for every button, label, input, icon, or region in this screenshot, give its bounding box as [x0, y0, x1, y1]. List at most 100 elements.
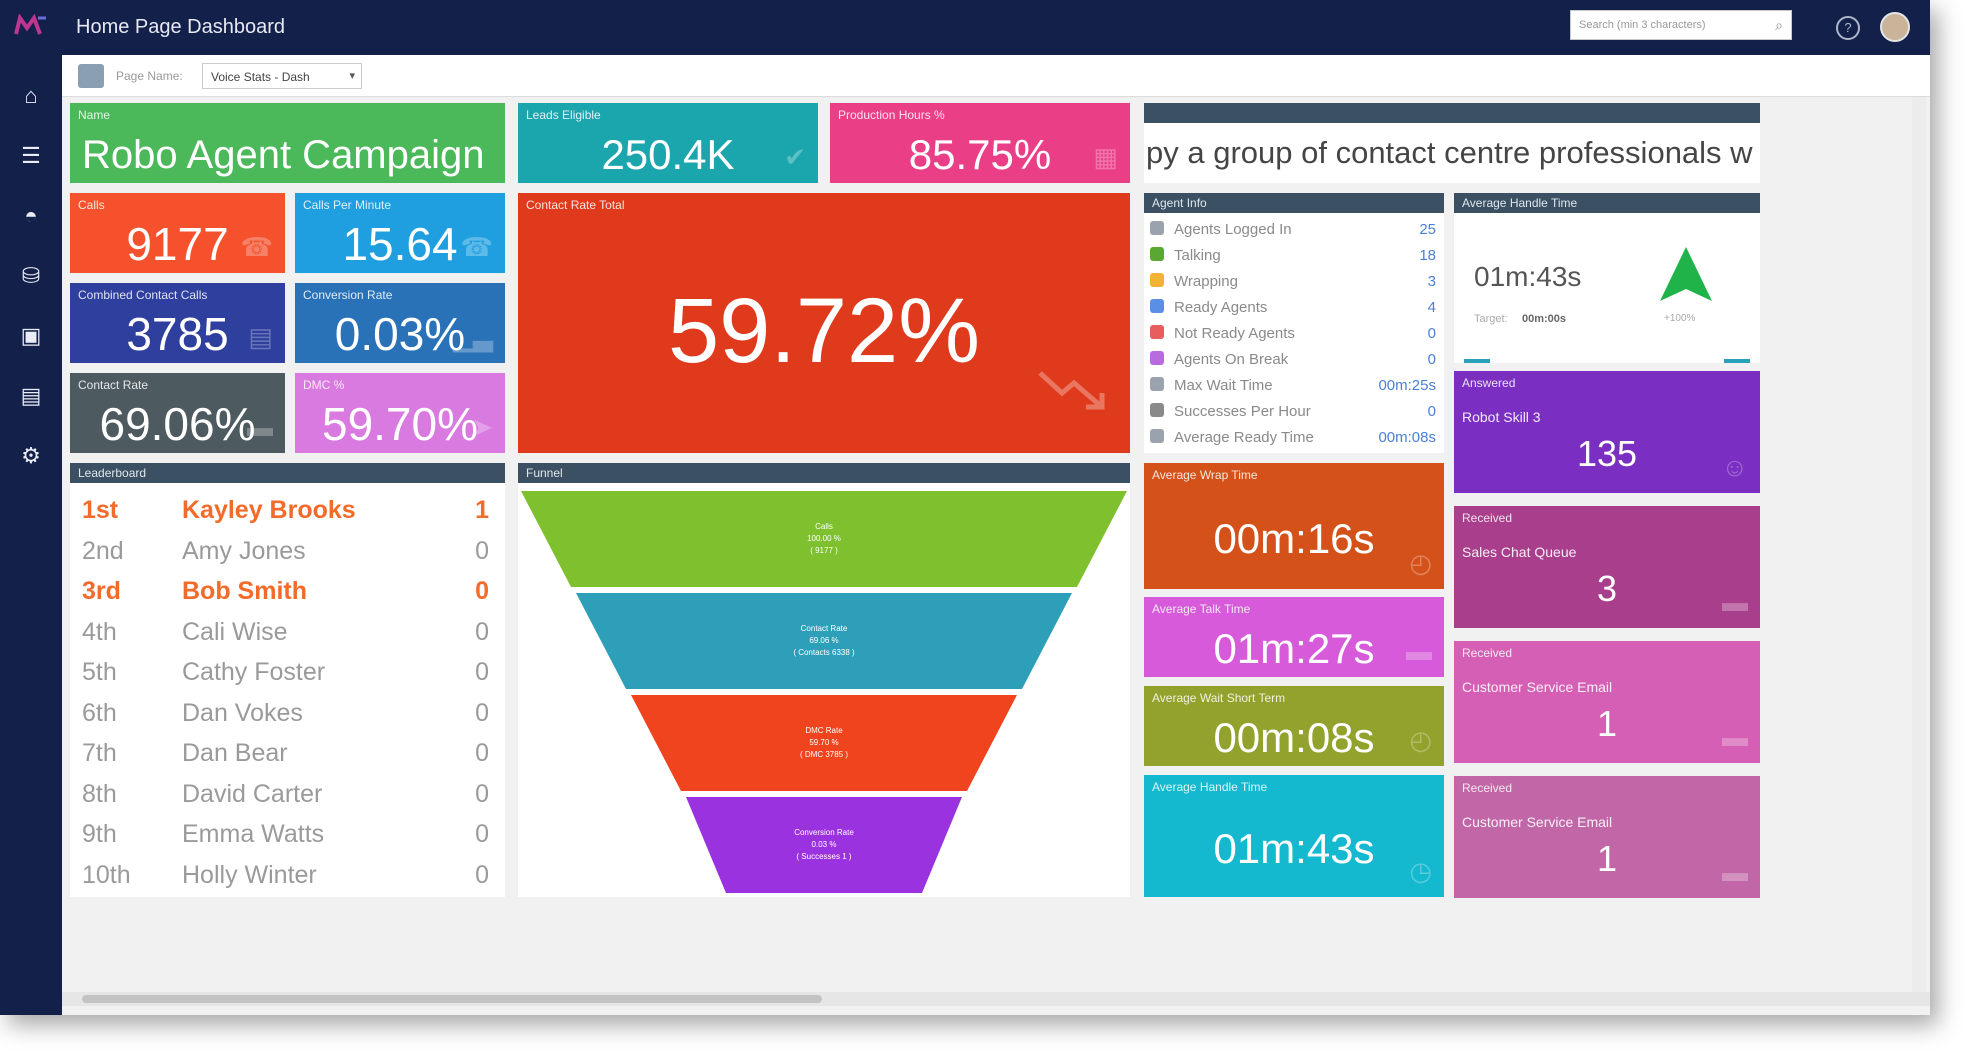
leaderboard-name: Cathy Foster — [182, 658, 326, 686]
queue-value: 3 — [1596, 568, 1618, 609]
trend-down-icon — [1038, 371, 1105, 410]
leaderboard-rank: 2nd — [82, 536, 124, 565]
queue-value: 135 — [1576, 433, 1638, 474]
horizontal-scrollbar[interactable] — [62, 992, 1930, 1006]
conversion-rate-tile[interactable]: Conversion Rate 0.03% ▁▃ — [295, 283, 505, 363]
list-icon[interactable]: ☰ — [21, 143, 41, 168]
chat-icon: ▬ — [1722, 857, 1748, 887]
search-icon[interactable]: ⌕ — [1775, 17, 1783, 33]
leads-eligible-value: 250.4K — [601, 131, 735, 178]
calls-per-minute-tile[interactable]: Calls Per Minute 15.64 ☎ — [295, 193, 505, 273]
leaderboard-row[interactable]: 1st Kayley Brooks 1 — [82, 490, 489, 530]
campaign-name-value: Robo Agent Campaign — [82, 133, 485, 177]
ticker-text: py a group of contact centre professiona… — [1146, 135, 1753, 170]
search-placeholder: Search (min 3 characters) — [1579, 19, 1706, 31]
campaign-name-tile[interactable]: Name Robo Agent Campaign — [70, 103, 505, 183]
contact-card-icon: ▤ — [248, 322, 273, 352]
clock-icon: ◴ — [1409, 548, 1432, 578]
agent-info-row: Max Wait Time 00m:25s — [1150, 373, 1436, 399]
home-icon[interactable]: ⌂ — [24, 83, 38, 108]
aht-gauge-panel[interactable]: Average Handle Time 01m:43s Target: 00m:… — [1454, 193, 1760, 363]
tile-header: Average Talk Time — [1152, 602, 1251, 616]
aht-gauge-value: 01m:43s — [1474, 261, 1582, 292]
agent-info-value: 3 — [1427, 273, 1436, 290]
leaderboard-row[interactable]: 5th Cathy Foster 0 — [82, 652, 489, 692]
agent-status-icon — [1150, 403, 1164, 417]
leaderboard-row[interactable]: 10th Holly Winter 0 — [82, 855, 489, 895]
aht-target-label: Target: — [1474, 313, 1508, 325]
agent-info-row: Average Ready Time 00m:08s — [1150, 425, 1436, 451]
aht-bar-right — [1724, 359, 1750, 363]
production-hours-tile[interactable]: Production Hours % 85.75% ▦ — [830, 103, 1130, 183]
trend-up-arrow-icon — [1660, 247, 1712, 301]
leaderboard-rank: 9th — [82, 820, 117, 848]
queue-tile[interactable]: Received Customer Service Email 1 ▬ — [1454, 776, 1760, 898]
dmc-value: 59.70% — [321, 398, 478, 450]
help-icon[interactable]: ? — [1836, 16, 1860, 40]
sidebar: ⌂ ☰ ◓ ⛁ ▣ ▤ ⚙ — [0, 55, 62, 1015]
queue-name: Customer Service Email — [1462, 679, 1613, 695]
search-input[interactable]: Search (min 3 characters) ⌕ — [1570, 10, 1792, 40]
database-icon[interactable]: ⛁ — [21, 263, 41, 288]
calls-per-minute-value: 15.64 — [342, 218, 458, 270]
dmc-tile[interactable]: DMC % 59.70% ➤ — [295, 373, 505, 453]
leaderboard-row[interactable]: 9th Emma Watts 0 — [82, 814, 489, 854]
chat-icon: ▬ — [247, 412, 273, 442]
funnel-stage-pct: 0.03 % — [812, 840, 837, 849]
leaderboard-rank: 10th — [82, 860, 131, 889]
agent-info-label: Agents On Break — [1174, 351, 1289, 368]
leaderboard-score: 0 — [475, 739, 489, 767]
contacts-icon[interactable]: ▣ — [20, 323, 42, 348]
page-name-select[interactable]: Voice Stats - Dash ▾ — [202, 63, 362, 89]
phone-icon: ☎ — [240, 232, 273, 262]
tile-header: Average Wait Short Term — [1152, 691, 1286, 705]
agent-info-row: Wrapping 3 — [1150, 269, 1436, 295]
leaderboard-row[interactable]: 7th Dan Bear 0 — [82, 733, 489, 773]
funnel-stage[interactable] — [686, 797, 962, 893]
avg-wrap-time-tile[interactable]: Average Wrap Time 00m:16s ◴ — [1144, 463, 1444, 589]
vertical-scrollbar[interactable] — [1912, 97, 1926, 992]
agent-info-value: 18 — [1419, 247, 1436, 264]
brand-logo-icon[interactable] — [14, 14, 48, 36]
chevron-down-icon[interactable]: ▾ — [349, 70, 355, 82]
avg-wait-short-tile[interactable]: Average Wait Short Term 00m:08s ◴ — [1144, 686, 1444, 766]
agent-info-value: 4 — [1427, 299, 1436, 316]
queue-value: 1 — [1596, 838, 1618, 879]
chat-icon: ▬ — [1722, 587, 1748, 617]
tile-header: Calls Per Minute — [303, 198, 392, 212]
contact-rate-tile[interactable]: Contact Rate 69.06% ▬ — [70, 373, 285, 453]
calls-tile[interactable]: Calls 9177 ☎ — [70, 193, 285, 273]
agent-info-label: Talking — [1174, 247, 1221, 264]
user-avatar[interactable] — [1880, 12, 1910, 42]
funnel-stage[interactable] — [521, 491, 1127, 587]
leaderboard-row[interactable]: 8th David Carter 0 — [82, 774, 489, 814]
leaderboard-row[interactable]: 2nd Amy Jones 0 — [82, 531, 489, 571]
leaderboard-name: Emma Watts — [182, 820, 325, 848]
funnel-panel: Funnel Calls 100.00 % ( 9177 ) Contact Rate… — [518, 463, 1130, 897]
avg-talk-time-tile[interactable]: Average Talk Time 01m:27s ▬ — [1144, 597, 1444, 677]
funnel-stage[interactable] — [631, 695, 1017, 791]
avg-handle-time-tile[interactable]: Average Handle Time 01m:43s ◷ — [1144, 775, 1444, 897]
leaderboard-rank: 6th — [82, 698, 117, 727]
leaderboard-score: 0 — [475, 820, 489, 848]
combined-contact-calls-tile[interactable]: Combined Contact Calls 3785 ▤ — [70, 283, 285, 363]
ticker-header — [1144, 103, 1760, 123]
settings-icon[interactable]: ⚙ — [21, 443, 41, 468]
avg-talk-time-value: 01m:27s — [1213, 625, 1375, 672]
leaderboard-rank: 7th — [82, 739, 117, 767]
leads-eligible-tile[interactable]: Leads Eligible 250.4K ✔ — [518, 103, 818, 183]
document-icon[interactable]: ▤ — [20, 383, 42, 408]
funnel-stage-pct: 59.70 % — [809, 738, 838, 747]
leaderboard-row[interactable]: 3rd Bob Smith 0 — [82, 571, 489, 611]
news-ticker: py a group of contact centre professiona… — [1144, 103, 1760, 183]
leaderboard-row[interactable]: 6th Dan Vokes 0 — [82, 693, 489, 733]
queue-tile[interactable]: Received Customer Service Email 1 ▬ — [1454, 641, 1760, 763]
leaderboard-row[interactable]: 4th Cali Wise 0 — [82, 612, 489, 652]
queue-tile[interactable]: Received Sales Chat Queue 3 ▬ — [1454, 506, 1760, 628]
queue-tile[interactable]: Answered Robot Skill 3 135 ☺ — [1454, 371, 1760, 493]
funnel-stage[interactable] — [576, 593, 1072, 689]
contact-rate-total-tile[interactable]: Contact Rate Total 59.72% — [518, 193, 1130, 453]
dashboard-gauge-icon[interactable]: ◓ — [24, 203, 38, 228]
agent-status-icon — [1150, 299, 1164, 313]
scrollbar-thumb[interactable] — [82, 995, 822, 1003]
